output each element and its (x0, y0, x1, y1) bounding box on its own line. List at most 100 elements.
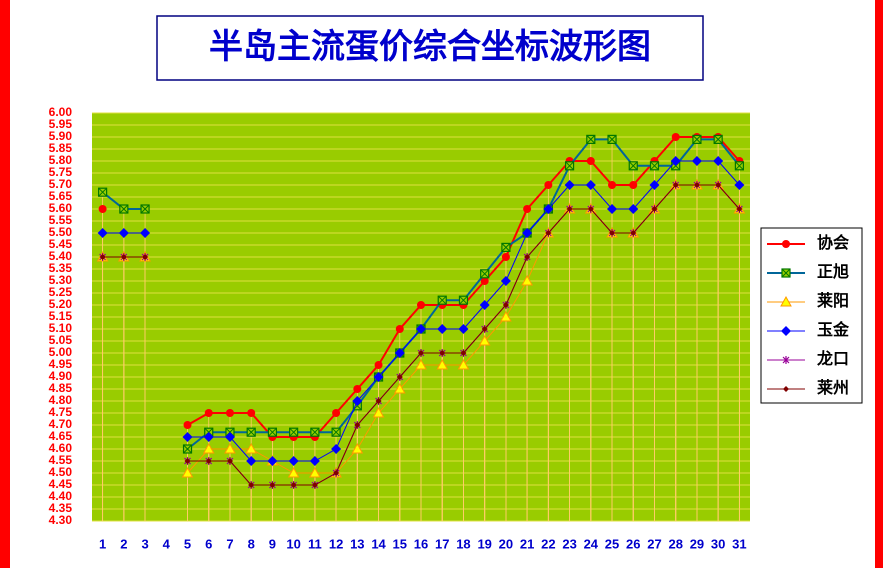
x-tick-label: 9 (269, 536, 276, 551)
x-tick-label: 23 (562, 536, 576, 551)
legend-label: 莱州 (817, 379, 849, 397)
x-tick-label: 31 (732, 536, 746, 551)
y-tick-label: 4.45 (49, 477, 73, 491)
point (630, 230, 637, 236)
point (651, 206, 658, 212)
point (460, 350, 467, 356)
point (181, 466, 194, 478)
point (715, 182, 722, 188)
point (543, 204, 554, 214)
y-tick-label: 5.35 (49, 261, 73, 275)
legend-marker (782, 356, 790, 364)
point (415, 358, 427, 370)
point (353, 385, 362, 393)
point (354, 422, 361, 428)
point (734, 161, 744, 171)
point (437, 324, 448, 334)
point (224, 442, 236, 454)
point (585, 180, 596, 190)
point-part (459, 295, 468, 305)
y-tick-label: 5.55 (49, 213, 73, 227)
point (309, 456, 320, 466)
legend-marker (781, 326, 791, 336)
title-box (156, 15, 704, 81)
x-tick-label: 6 (205, 536, 212, 551)
y-tick-label: 4.60 (49, 441, 73, 455)
point (287, 466, 300, 478)
legend-marker (780, 295, 792, 307)
point-part (628, 161, 638, 171)
point-part (310, 427, 320, 437)
point (396, 374, 403, 380)
point (649, 180, 660, 190)
point (501, 253, 510, 261)
point-part (735, 161, 744, 171)
point (142, 254, 149, 260)
point (289, 427, 299, 437)
y-tick-label: 4.95 (49, 357, 73, 371)
x-tick-label: 24 (584, 536, 599, 551)
point (118, 228, 129, 238)
point (373, 372, 384, 382)
point (713, 156, 724, 166)
legend-marker-part (781, 268, 791, 278)
point (608, 181, 617, 189)
point (288, 456, 299, 466)
point (351, 442, 364, 454)
y-tick-label: 5.45 (49, 237, 73, 251)
x-tick-label: 22 (541, 536, 555, 551)
point (99, 254, 106, 260)
point (267, 456, 278, 466)
point (500, 276, 511, 286)
y-tick-label: 5.15 (49, 309, 73, 323)
point (607, 134, 617, 144)
point (98, 187, 108, 197)
point-part (98, 187, 107, 197)
point (375, 398, 382, 404)
x-tick-label: 27 (647, 536, 661, 551)
point (607, 204, 618, 214)
point-part (586, 135, 596, 144)
point (586, 134, 596, 144)
point (439, 350, 446, 356)
point (500, 310, 512, 322)
point (672, 182, 679, 188)
point (436, 358, 449, 370)
x-tick-label: 17 (435, 536, 449, 551)
point (226, 458, 233, 464)
point (670, 156, 681, 166)
point-part (437, 295, 447, 305)
point (479, 300, 490, 310)
point-part (119, 204, 129, 214)
point (120, 254, 127, 260)
left-border (0, 0, 10, 568)
y-tick-label: 5.00 (49, 345, 73, 359)
y-tick-label: 4.75 (49, 405, 73, 419)
legend-label: 玉金 (817, 320, 850, 339)
point (248, 482, 255, 488)
x-tick-label: 26 (626, 536, 640, 551)
y-tick-label: 5.60 (49, 201, 73, 215)
legend-label: 龙口 (816, 349, 849, 368)
x-tick-label: 8 (248, 536, 255, 551)
x-tick-label: 10 (286, 536, 300, 551)
y-tick-label: 4.35 (49, 501, 73, 515)
x-tick-label: 7 (226, 536, 233, 551)
x-tick-label: 21 (520, 536, 534, 551)
point (544, 181, 553, 189)
point (417, 301, 425, 309)
point (309, 466, 321, 478)
y-tick-label: 5.70 (49, 177, 73, 191)
point (523, 205, 532, 213)
legend-label: 莱阳 (817, 292, 849, 310)
point (522, 228, 533, 238)
point (245, 442, 258, 454)
point (545, 230, 552, 236)
point-part (501, 243, 511, 252)
point (224, 432, 235, 442)
x-tick-label: 25 (605, 536, 619, 551)
y-tick-label: 4.80 (49, 393, 73, 407)
x-tick-label: 18 (456, 536, 470, 551)
point (331, 444, 342, 454)
y-tick-label: 5.10 (49, 321, 73, 335)
